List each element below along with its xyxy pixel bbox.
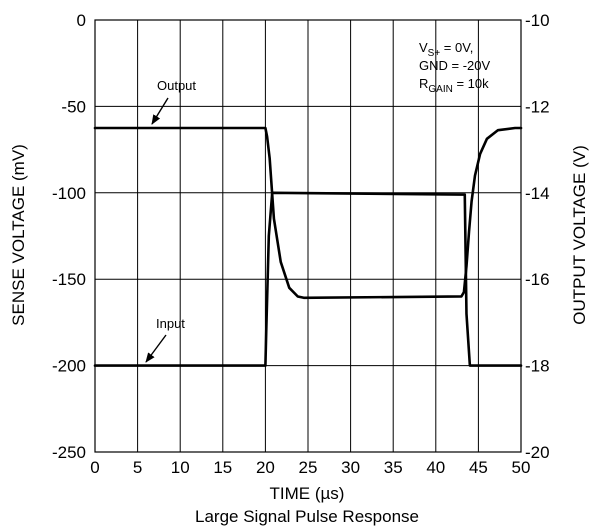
y2-axis-label: OUTPUT VOLTAGE (V)	[570, 145, 589, 324]
y2-tick-label: -14	[525, 184, 550, 203]
y2-tick-label: -16	[525, 270, 550, 289]
chart-caption: Large Signal Pulse Response	[195, 507, 419, 526]
annotation-arrow	[145, 334, 167, 363]
x-tick-label: 15	[213, 458, 232, 477]
y-axis-label: SENSE VOLTAGE (mV)	[9, 144, 28, 326]
series-line-input	[93, 191, 523, 367]
x-tick-label: 40	[426, 458, 445, 477]
annotation-input: Input	[156, 316, 185, 331]
condition-rgain: RGAIN = 10k	[419, 76, 489, 95]
y-tick-label: -200	[52, 357, 86, 376]
condition-gnd: GND = -20V	[419, 58, 490, 73]
annotations: Output Input	[145, 78, 196, 363]
series-layer	[93, 126, 523, 367]
conditions-note: VS+ = 0V, GND = -20V RGAIN = 10k	[419, 40, 490, 95]
y2-tick-label: -10	[525, 11, 550, 30]
x-tick-label: 10	[171, 458, 190, 477]
x-tick-label: 25	[299, 458, 318, 477]
x-tick-label: 45	[469, 458, 488, 477]
y2-tick-label: -18	[525, 357, 550, 376]
y2-tick-label: -12	[525, 97, 550, 116]
y-tick-label: -250	[52, 443, 86, 462]
x-tick-label: 0	[90, 458, 99, 477]
y-tick-label: -100	[52, 184, 86, 203]
tick-labels: 0 5 10 15 20 25 30 35 40 45 50 0 -50 -100 -150 -200 -250…	[52, 11, 550, 477]
x-tick-label: 30	[341, 458, 360, 477]
annotation-arrow	[151, 97, 169, 125]
y-tick-label: -50	[61, 97, 86, 116]
x-tick-label: 50	[512, 458, 531, 477]
annotation-output: Output	[157, 78, 196, 93]
series-line-output	[93, 126, 523, 300]
condition-vs: VS+ = 0V,	[419, 40, 473, 59]
x-tick-label: 5	[133, 458, 142, 477]
y2-tick-label: -20	[525, 443, 550, 462]
y-tick-label: -150	[52, 270, 86, 289]
y-tick-label: 0	[77, 11, 86, 30]
plot-frame	[94, 19, 522, 453]
x-tick-label: 20	[256, 458, 275, 477]
x-axis-label: TIME (µs)	[270, 484, 345, 503]
x-tick-label: 35	[384, 458, 403, 477]
